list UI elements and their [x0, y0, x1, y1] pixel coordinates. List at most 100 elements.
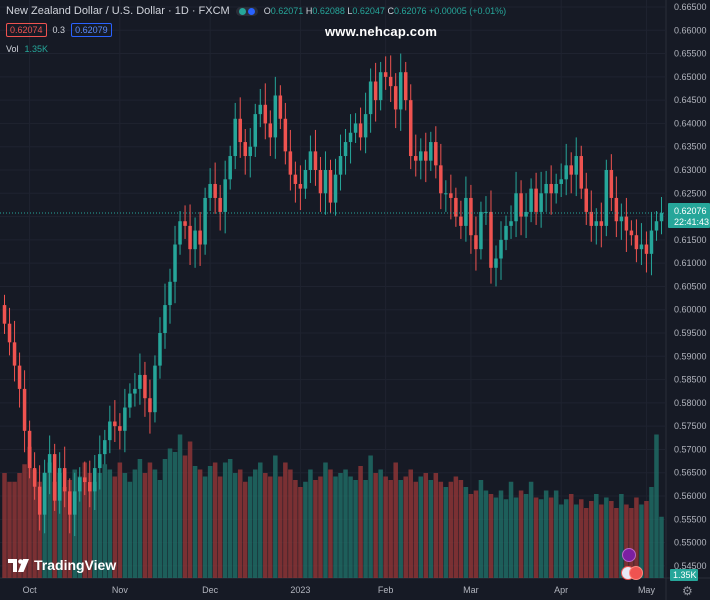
low-value: 0.62047 [352, 6, 385, 16]
volume-bar [222, 462, 228, 578]
price-tick-label: 0.58000 [674, 398, 707, 408]
volume-bar [363, 480, 368, 578]
volume-bar [122, 473, 128, 578]
candle-body [489, 211, 493, 268]
price-tick-label: 0.56000 [674, 491, 707, 501]
volume-bar [227, 459, 233, 578]
candle-body [584, 188, 589, 212]
candle-body [238, 118, 242, 143]
candle-body [298, 183, 303, 189]
volume-bar [273, 455, 278, 578]
candle-body [484, 211, 488, 213]
volume-bar [338, 473, 343, 578]
candle-body [358, 123, 363, 138]
candle-body [554, 183, 558, 194]
volume-value: 1.35K [24, 44, 49, 54]
candle-body [7, 323, 12, 343]
time-axis[interactable]: Oct Nov Dec 2023 Feb Mar Apr May [23, 585, 656, 595]
candle-body [529, 188, 533, 212]
volume-bar [463, 487, 469, 578]
volume-bar [263, 473, 268, 578]
time-tick-label: Mar [463, 585, 479, 595]
price-tick-label: 0.55000 [674, 538, 707, 548]
volume-legend: Vol 1.35K [6, 44, 48, 54]
candles [2, 53, 664, 537]
candle-body [388, 76, 393, 87]
volume-bar [147, 462, 153, 578]
low-label: L [347, 6, 353, 16]
settings-gear-icon[interactable]: ⚙ [682, 584, 693, 598]
candle-body [253, 114, 258, 147]
candle-body [163, 305, 167, 334]
volume-bar [538, 499, 544, 578]
tradingview-logo[interactable]: TradingView [8, 557, 116, 573]
volume-bar [488, 494, 494, 578]
candle-body [288, 151, 293, 175]
candle-body [504, 225, 508, 240]
ask-button[interactable]: 0.62079 [71, 23, 112, 37]
volume-bar [388, 480, 393, 578]
symbol-title[interactable]: New Zealand Dollar / U.S. Dollar · 1D · … [6, 5, 230, 17]
market-status-icon[interactable] [235, 6, 258, 16]
volume-bar [177, 434, 183, 578]
volume-bar [614, 508, 619, 578]
volume-bar [568, 494, 574, 578]
volume-bar [117, 462, 123, 578]
candle-body [333, 174, 338, 203]
lightning-event-icon[interactable] [622, 548, 636, 562]
candle-body [649, 230, 654, 254]
volume-bar [17, 473, 22, 578]
volume-bar [137, 459, 143, 578]
volume-bar [303, 481, 308, 578]
price-tick-label: 0.54500 [674, 561, 707, 571]
volume-bar [107, 469, 113, 578]
news-event-icon[interactable] [629, 566, 643, 580]
candle-body [88, 482, 92, 492]
price-tag-price: 0.62076 [674, 206, 707, 216]
price-tick-label: 0.57500 [674, 421, 707, 431]
volume-bar [533, 497, 539, 578]
volume-bar [197, 469, 203, 578]
candle-body [609, 170, 614, 198]
candle-body [659, 212, 664, 222]
volume-bar [523, 494, 529, 578]
volume-bar [393, 462, 398, 578]
candle-body [514, 193, 518, 222]
candle-body [77, 477, 82, 492]
candle-body [98, 454, 102, 469]
volume-tag: 1.35K [670, 569, 698, 581]
price-tick-label: 0.65500 [674, 49, 707, 59]
candle-body [373, 81, 378, 101]
price-tick-label: 0.65000 [674, 72, 707, 82]
volume-bar [543, 490, 549, 578]
candle-body [454, 197, 458, 217]
price-tick-label: 0.56500 [674, 468, 707, 478]
candle-body [353, 123, 358, 133]
price-tick-label: 0.57000 [674, 444, 707, 454]
candle-body [614, 197, 619, 222]
candle-body [233, 118, 237, 157]
price-tick-label: 0.62500 [674, 188, 707, 198]
price-axis[interactable]: 0.54500 0.55000 0.55500 0.56000 0.56500 0.570… [674, 2, 707, 571]
candle-body [148, 398, 152, 413]
candle-body [368, 81, 373, 115]
watermark-text: www.nehcap.com [325, 24, 438, 39]
volume-bar [599, 504, 604, 578]
volume-bar [403, 476, 408, 578]
candle-body [429, 142, 433, 161]
candle-body [499, 239, 503, 259]
volume-bar [649, 487, 654, 578]
bid-button[interactable]: 0.62074 [6, 23, 47, 37]
candle-body [12, 342, 17, 366]
candle-body [293, 174, 298, 184]
candle-body [544, 183, 548, 194]
candle-body [519, 193, 523, 217]
volume-bar [438, 481, 444, 578]
volume-bar [333, 476, 338, 578]
candle-body [449, 193, 453, 198]
candle-body [419, 151, 423, 161]
volume-bar [448, 481, 454, 578]
volume-bar [458, 480, 464, 578]
volume-bar [57, 473, 62, 578]
